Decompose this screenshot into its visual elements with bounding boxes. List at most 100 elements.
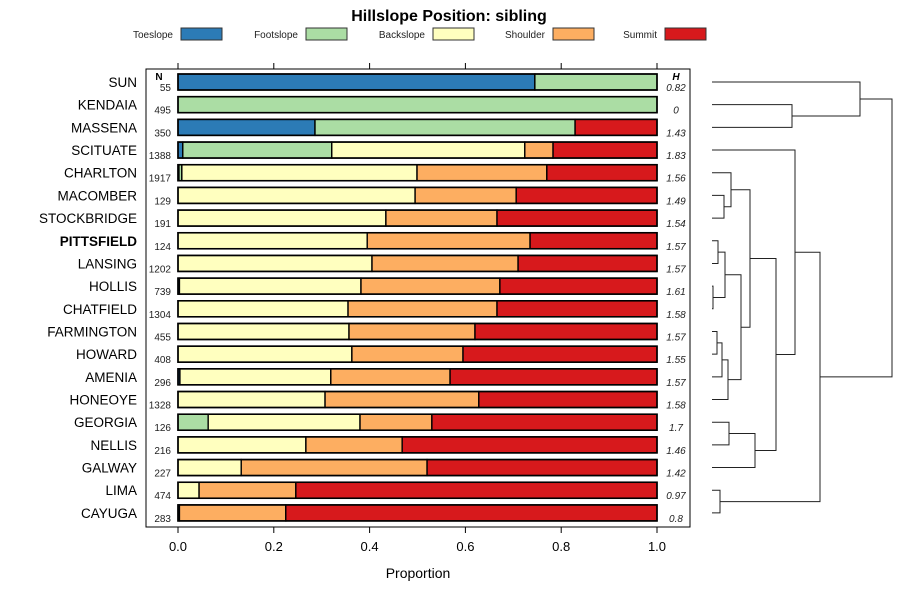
bar-segment-backslope [331, 141, 526, 159]
n-value: 408 [154, 355, 171, 366]
x-tick-label: 0.8 [552, 539, 570, 554]
bar-segment-summit [295, 481, 658, 499]
n-value: 474 [154, 491, 171, 502]
bar-segment-backslope [181, 164, 418, 182]
row-label: GEORGIA [74, 415, 137, 430]
row-label: SUN [108, 75, 137, 90]
bar-segment-summit [496, 209, 658, 227]
dendrogram-branch [712, 330, 718, 355]
bar-segment-backslope [207, 413, 361, 431]
bar-segment-footslope [177, 95, 658, 114]
bar-outline [177, 368, 658, 386]
legend-label: Footslope [254, 30, 298, 41]
h-value: 1.58 [666, 310, 686, 321]
row-label: LANSING [78, 256, 137, 271]
h-value: 1.55 [666, 355, 686, 366]
bar-segment-shoulder [240, 458, 428, 477]
bar-segment-shoulder [414, 186, 517, 205]
bar-segment-summit [499, 277, 658, 295]
bar-segment-shoulder [359, 413, 433, 431]
bar-segment-summit [574, 118, 658, 137]
n-value: 739 [154, 287, 171, 298]
bar-outline [177, 458, 658, 477]
bar-segment-summit [401, 436, 658, 454]
bar-segment-summit [431, 413, 658, 431]
row-label: HONEOYE [69, 393, 137, 408]
bar-segment-shoulder [385, 209, 498, 227]
bar-segment-footslope [534, 73, 658, 91]
x-tick-label: 0.2 [265, 539, 283, 554]
h-value: 1.61 [666, 287, 685, 298]
chart-title: Hillslope Position: sibling [351, 8, 547, 25]
legend-label: Summit [623, 30, 657, 41]
bar-segment-backslope [177, 481, 200, 499]
bar-outline [177, 186, 658, 205]
n-value: 216 [154, 446, 171, 457]
bar-segment-backslope [179, 368, 332, 386]
bar-outline [177, 254, 658, 273]
bar-outline [177, 436, 658, 454]
h-value: 1.58 [666, 401, 686, 412]
row-label: AMENIA [85, 370, 137, 385]
bar-segment-backslope [177, 186, 416, 205]
n-value: 55 [160, 83, 172, 94]
legend: Toeslope Footslope Backslope Shoulder Summit [133, 27, 707, 41]
bar-segment-shoulder [305, 436, 403, 454]
dendrogram-branch [712, 172, 732, 208]
row-label: FARMINGTON [47, 324, 137, 339]
bar-segment-summit [478, 390, 658, 409]
dendrogram-branch [712, 240, 719, 264]
bar-outline [177, 95, 658, 114]
h-value: 1.49 [666, 196, 686, 207]
row-label: CHATFIELD [63, 302, 137, 317]
x-tick-label: 0.4 [361, 539, 379, 554]
bar-segment-summit [462, 345, 658, 363]
dendrogram-branch [725, 274, 742, 381]
bar-segment-summit [552, 141, 658, 159]
n-value: 350 [154, 128, 171, 139]
x-axis-label: Proportion [386, 565, 451, 581]
bar-segment-shoulder [324, 390, 480, 409]
bar-segment-shoulder [347, 300, 498, 318]
bar-outline [177, 277, 658, 295]
h-value: 1.46 [666, 446, 686, 457]
row-label: KENDAIA [78, 98, 137, 113]
row-label: PITTSFIELD [60, 234, 138, 249]
h-value: 0 [673, 106, 679, 117]
bar-outline [177, 73, 658, 91]
h-value: 1.56 [666, 174, 686, 185]
bar-segment-backslope [177, 458, 242, 477]
legend-swatch [664, 27, 707, 41]
legend-label: Shoulder [505, 30, 546, 41]
bar-segment-shoulder [416, 164, 548, 182]
dendrogram-branch [712, 81, 861, 117]
bar-outline [177, 481, 658, 500]
h-header: H [672, 72, 680, 83]
bar-segment-shoulder [348, 322, 476, 341]
h-value: 1.83 [666, 151, 686, 162]
n-value: 124 [154, 242, 171, 253]
x-tick-label: 1.0 [648, 539, 666, 554]
row-label: NELLIS [90, 438, 137, 453]
bar-segment-shoulder [198, 481, 297, 499]
bar-segment-shoulder [366, 232, 531, 250]
h-value: 1.42 [666, 469, 686, 480]
row-label: HOLLIS [89, 279, 137, 294]
bar-outline [177, 413, 658, 432]
row-label: HOWARD [76, 347, 137, 362]
dendrogram-branch [820, 98, 893, 378]
bar-outline [177, 390, 658, 409]
bar-outline [177, 141, 658, 159]
plot-panel [145, 68, 691, 528]
bar-segment-backslope [177, 300, 349, 318]
legend-swatch [305, 27, 348, 41]
n-value: 227 [154, 469, 171, 480]
dendrogram-branch [712, 194, 725, 219]
bar-outline [177, 322, 658, 341]
n-value: 495 [154, 106, 171, 117]
n-value: 1388 [149, 151, 172, 162]
row-labels: SUN 55 0.82 KENDAIA 495 0 MASSENA 350 1.43 SCITUA… [39, 75, 686, 525]
h-value: 0.97 [666, 491, 686, 502]
n-value: 455 [154, 332, 171, 343]
